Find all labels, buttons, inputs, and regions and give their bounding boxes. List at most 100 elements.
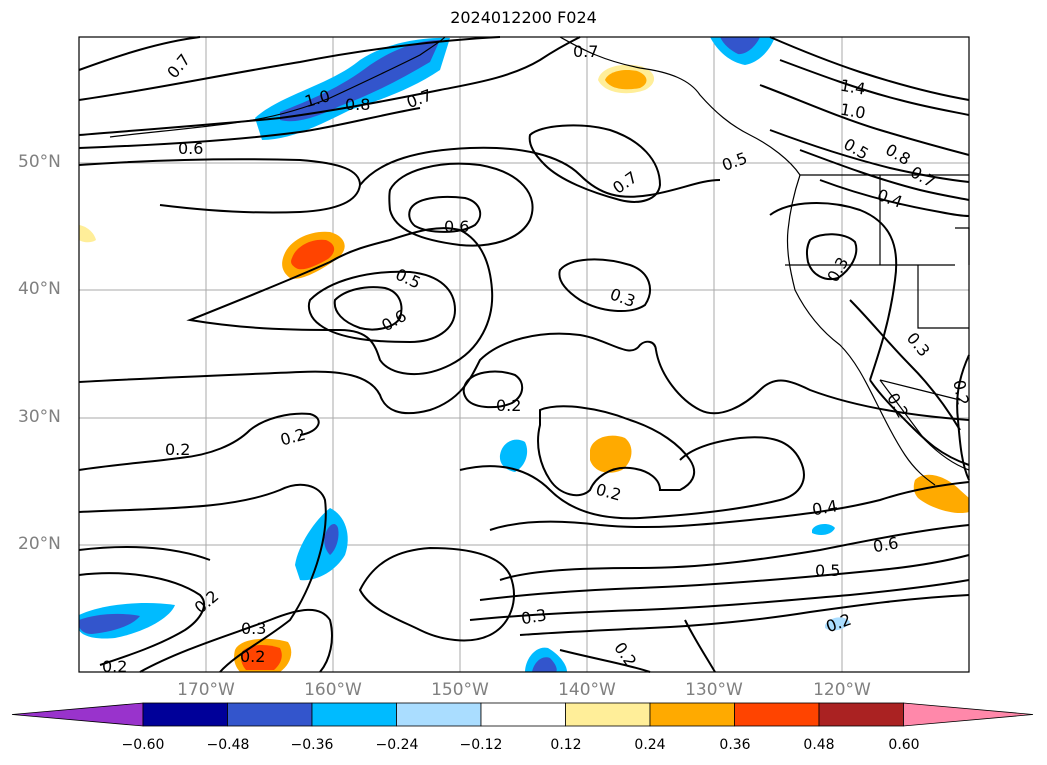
contour-line: [849, 299, 961, 431]
contour-label: 0.5: [815, 561, 840, 580]
map-frame: [78, 36, 970, 673]
contour-line: [819, 179, 970, 217]
coast-aleutians: [109, 36, 446, 138]
shade-yellow-left: [79, 225, 96, 243]
contour-line: [799, 149, 970, 201]
contour-label: 0.2: [949, 378, 972, 406]
contour-line: [388, 162, 534, 247]
colorbar-bin: [142, 702, 228, 727]
shade-blue-aleutian-dark: [280, 40, 440, 122]
shade-blue-leftedge-core: [79, 613, 140, 634]
coast-baja: [879, 379, 970, 471]
contour-line: [469, 579, 970, 621]
colorbar-label: 0.36: [719, 737, 751, 753]
lat-tick-label: 50°N: [18, 152, 61, 172]
colorbar-label: −0.60: [121, 737, 165, 753]
contour-label: 0.8: [345, 95, 370, 114]
lon-tick-label: 120°W: [813, 680, 871, 700]
contour-line: [684, 619, 716, 673]
shade-blue-topright-dark: [720, 37, 760, 55]
coast-alaska: [559, 36, 801, 176]
contour-label: 0.3: [520, 605, 548, 628]
lon-tick-label: 140°W: [558, 680, 616, 700]
colorbar-extend-high: [903, 702, 1034, 727]
contour-line: [78, 572, 205, 666]
contour-label: 0.2: [240, 647, 265, 666]
contour-line: [459, 436, 805, 520]
contour-line: [78, 36, 581, 136]
colorbar-bin: [480, 702, 566, 727]
colorbar-label: −0.12: [459, 737, 503, 753]
contour-label: 0.2: [165, 440, 190, 459]
contour-label: 0.6: [178, 139, 203, 158]
contour-line: [78, 412, 320, 471]
border-states: [785, 175, 970, 329]
lon-tick-label: 130°W: [685, 680, 743, 700]
colorbar-bin: [565, 702, 651, 727]
contour-line: [559, 649, 651, 673]
contour-label: 0.6: [444, 217, 469, 236]
shade-blue-bottom-core: [532, 657, 557, 672]
contour-line: [528, 124, 662, 203]
shade-blue-small-122w: [812, 524, 835, 536]
shade-blue-hawaii-core: [324, 524, 339, 555]
colorbar-label: 0.60: [888, 737, 920, 753]
contour-line: [519, 594, 970, 636]
contour-line: [489, 481, 970, 531]
colorbar-bin: [818, 702, 904, 727]
lat-tick-label: 30°N: [18, 407, 61, 427]
colorbar-bin: [734, 702, 820, 727]
colorbar-bin: [227, 702, 313, 727]
contour-line: [408, 195, 482, 233]
colorbar-label: 0.24: [634, 737, 666, 753]
contour-label: 0.6: [871, 533, 899, 556]
contour-line: [869, 379, 970, 466]
colorbar-bin: [396, 702, 482, 727]
contour-line: [499, 524, 970, 581]
lon-tick-label: 170°W: [177, 680, 235, 700]
contour-label: 0.2: [496, 396, 521, 415]
contour-line: [956, 354, 970, 481]
contour-label: 1.4: [839, 76, 867, 99]
contour-line: [805, 233, 858, 281]
contour-line: [769, 129, 970, 183]
colorbar-label: −0.24: [375, 737, 419, 753]
colorbar-label: 0.48: [803, 737, 835, 753]
shade-red-bottomleft-core: [241, 644, 282, 670]
colorbar: [11, 702, 1034, 727]
contour-line: [307, 270, 457, 344]
contour-line: [186, 227, 494, 376]
lon-tick-label: 160°W: [304, 680, 362, 700]
shade-blue-146w: [499, 439, 528, 472]
contour-label: 0.4: [811, 496, 839, 519]
contour-line: [537, 405, 696, 497]
contour-line: [479, 554, 970, 601]
lat-tick-label: 40°N: [18, 279, 61, 299]
contour-line: [78, 546, 211, 561]
contour-label: 1.0: [839, 100, 867, 123]
contour-line: [462, 370, 524, 409]
contour-label: 0.2: [102, 657, 127, 676]
contour-label: 0.7: [573, 42, 598, 61]
contour-line: [78, 332, 970, 421]
shade-orange-baja: [913, 474, 969, 514]
graticule: [79, 37, 969, 672]
lon-tick-label: 150°W: [431, 680, 489, 700]
contour-line: [358, 546, 515, 642]
contour-line: [139, 608, 333, 673]
contour-line: [759, 84, 970, 156]
border-us-mexico: [879, 379, 961, 401]
shade-blue-small-124w: [825, 617, 850, 631]
colorbar-bin: [311, 702, 397, 727]
contour-lines: [78, 36, 970, 673]
colorbar-label: 0.12: [550, 737, 582, 753]
contour-line: [359, 146, 721, 198]
contour-line: [78, 483, 327, 673]
shade-orange-140w: [590, 435, 632, 473]
shade-red-midpacific-core: [291, 239, 335, 270]
coast-westcoast: [786, 174, 936, 486]
contour-line: [78, 36, 201, 71]
contour-line: [769, 36, 970, 101]
colorbar-extend-low: [11, 702, 144, 727]
